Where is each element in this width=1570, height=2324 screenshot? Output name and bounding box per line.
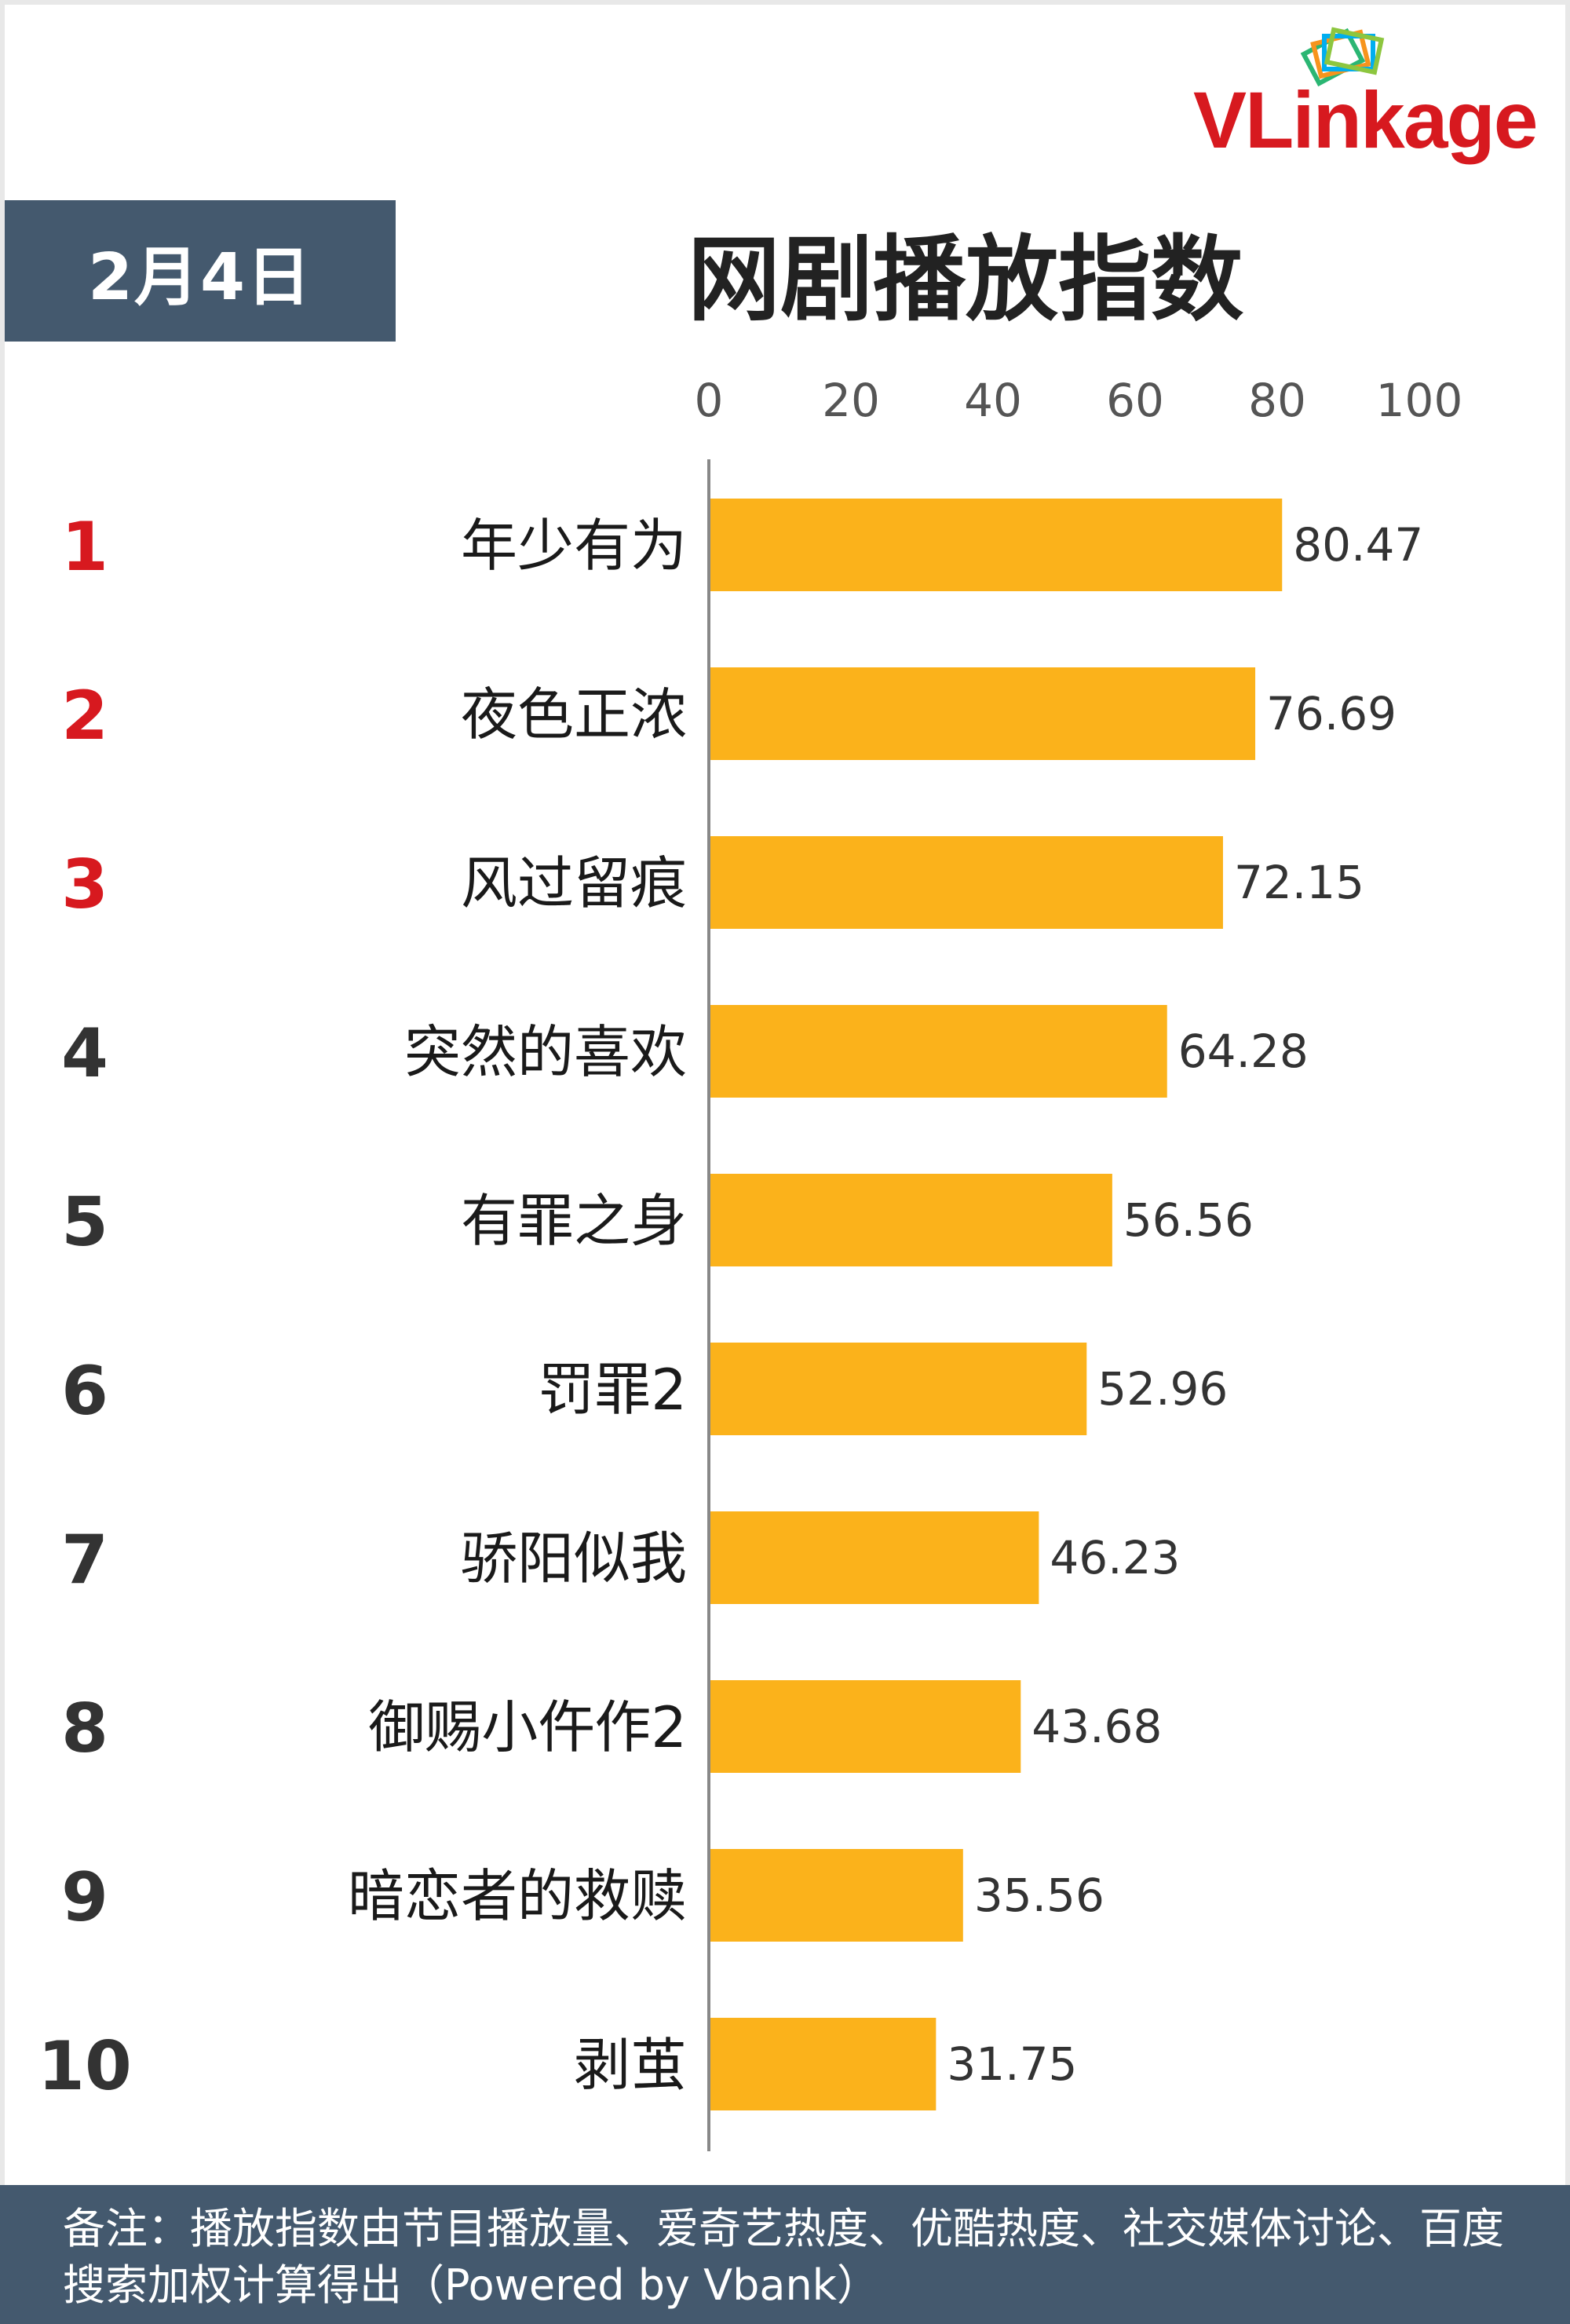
x-tick-label: 60 — [1106, 374, 1164, 427]
value-label: 35.56 — [974, 1869, 1104, 1922]
x-tick-label: 40 — [964, 374, 1022, 427]
rank-label: 5 — [61, 1183, 108, 1262]
bar — [710, 1005, 1167, 1098]
category-label: 骄阳似我 — [461, 1526, 687, 1591]
x-tick-label: 100 — [1376, 374, 1463, 427]
bar — [710, 1511, 1039, 1604]
x-tick-label: 20 — [822, 374, 880, 427]
rank-label: 7 — [61, 1521, 108, 1599]
x-tick-label: 0 — [695, 374, 724, 427]
category-label: 突然的喜欢 — [404, 1019, 687, 1085]
category-label: 夜色正浓 — [461, 681, 687, 747]
value-label: 72.15 — [1234, 856, 1364, 909]
rank-label: 8 — [61, 1690, 108, 1768]
bar — [710, 836, 1223, 929]
rank-label: 6 — [61, 1352, 108, 1431]
category-label: 年少有为 — [461, 513, 687, 579]
category-label: 罚罪2 — [538, 1357, 687, 1423]
bar — [710, 1343, 1087, 1435]
value-label: 52.96 — [1097, 1362, 1228, 1416]
rank-label: 4 — [61, 1014, 108, 1093]
value-label: 43.68 — [1031, 1700, 1162, 1753]
bar — [710, 1849, 963, 1942]
rank-label: 10 — [38, 2027, 132, 2106]
value-label: 80.47 — [1293, 518, 1423, 572]
logo-cards-icon — [1300, 27, 1385, 87]
date-badge: 2月4日 — [5, 200, 396, 342]
bar-chart: 0 20 40 60 80 100 1 年少有为 80.47 2 夜色正浓 76.69 3 风过留痕 72… — [38, 374, 1463, 2151]
category-label: 有罪之身 — [461, 1188, 687, 1254]
bar — [710, 2018, 937, 2110]
value-label: 31.75 — [947, 2037, 1077, 2091]
bar — [710, 499, 1283, 591]
category-label: 暗恋者的救赎 — [348, 1863, 687, 1929]
rank-label: 2 — [61, 677, 108, 755]
value-label: 46.23 — [1050, 1531, 1180, 1584]
value-label: 76.69 — [1266, 687, 1397, 740]
logo-text: VLinkage — [1193, 75, 1538, 165]
vlinkage-logo: VLinkage — [1193, 24, 1554, 173]
rank-label: 3 — [61, 846, 108, 924]
category-label: 风过留痕 — [461, 850, 687, 916]
rank-label: 9 — [61, 1858, 108, 1937]
bar-rows: 1 年少有为 80.47 2 夜色正浓 76.69 3 风过留痕 72.15 4 突然的喜欢 64.2… — [38, 499, 1423, 2110]
value-label: 56.56 — [1123, 1193, 1254, 1247]
bar — [710, 1174, 1112, 1266]
category-label: 剥茧 — [574, 2032, 687, 2098]
bar — [710, 1680, 1021, 1773]
footer-note: 备注：播放指数由节目播放量、爱奇艺热度、优酷热度、社交媒体讨论、百度搜索加权计算… — [0, 2185, 1570, 2324]
bar — [710, 667, 1256, 760]
category-label: 御赐小仵作2 — [368, 1694, 687, 1760]
x-tick-label: 80 — [1248, 374, 1306, 427]
rank-label: 1 — [61, 508, 108, 586]
x-axis-ticks: 0 20 40 60 80 100 — [695, 374, 1463, 427]
chart-title: 网剧播放指数 — [687, 225, 1243, 334]
value-label: 64.28 — [1178, 1025, 1309, 1078]
